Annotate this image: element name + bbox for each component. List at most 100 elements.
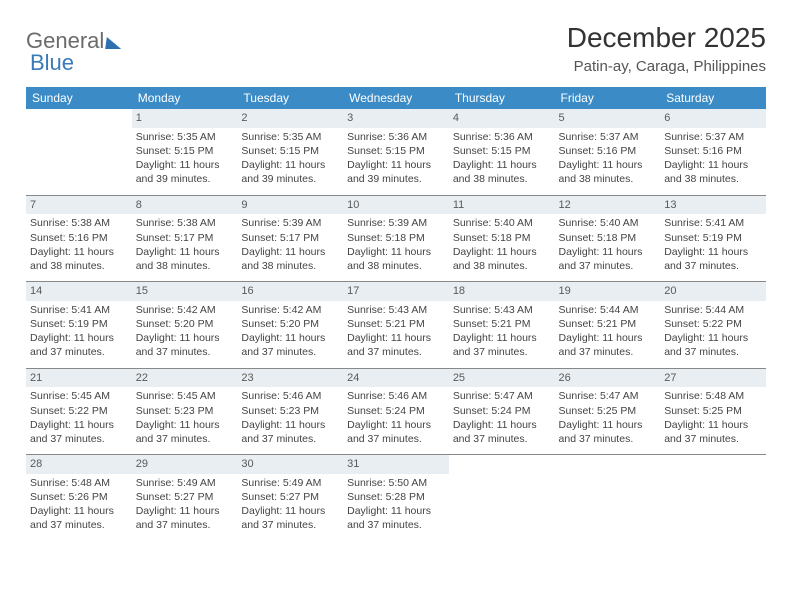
day-number: 9 xyxy=(237,196,343,215)
cell-d2: and 37 minutes. xyxy=(136,518,234,532)
cell-set: Sunset: 5:15 PM xyxy=(136,144,234,158)
cell-d2: and 37 minutes. xyxy=(347,345,445,359)
calendar-cell: 2Sunrise: 5:35 AMSunset: 5:15 PMDaylight… xyxy=(237,109,343,195)
calendar-cell: 12Sunrise: 5:40 AMSunset: 5:18 PMDayligh… xyxy=(555,195,661,282)
cell-set: Sunset: 5:23 PM xyxy=(241,404,339,418)
calendar-cell: 13Sunrise: 5:41 AMSunset: 5:19 PMDayligh… xyxy=(660,195,766,282)
day-number: 3 xyxy=(343,109,449,128)
day-number: 18 xyxy=(449,282,555,301)
day-number: 12 xyxy=(555,196,661,215)
calendar-cell: 27Sunrise: 5:48 AMSunset: 5:25 PMDayligh… xyxy=(660,368,766,455)
calendar-cell: 11Sunrise: 5:40 AMSunset: 5:18 PMDayligh… xyxy=(449,195,555,282)
calendar-row: 28Sunrise: 5:48 AMSunset: 5:26 PMDayligh… xyxy=(26,455,766,541)
calendar-cell: 19Sunrise: 5:44 AMSunset: 5:21 PMDayligh… xyxy=(555,282,661,369)
cell-set: Sunset: 5:18 PM xyxy=(559,231,657,245)
dayname-tue: Tuesday xyxy=(237,87,343,109)
calendar-row: 21Sunrise: 5:45 AMSunset: 5:22 PMDayligh… xyxy=(26,368,766,455)
page-subtitle: Patin-ay, Caraga, Philippines xyxy=(567,58,766,75)
cell-d2: and 39 minutes. xyxy=(347,172,445,186)
cell-rise: Sunrise: 5:37 AM xyxy=(664,130,762,144)
cell-d2: and 37 minutes. xyxy=(664,432,762,446)
cell-set: Sunset: 5:18 PM xyxy=(453,231,551,245)
day-number: 7 xyxy=(26,196,132,215)
cell-set: Sunset: 5:25 PM xyxy=(559,404,657,418)
cell-d2: and 37 minutes. xyxy=(347,432,445,446)
cell-d1: Daylight: 11 hours xyxy=(241,158,339,172)
day-number: 14 xyxy=(26,282,132,301)
day-number: 5 xyxy=(555,109,661,128)
day-number: 13 xyxy=(660,196,766,215)
cell-set: Sunset: 5:17 PM xyxy=(136,231,234,245)
day-number: 29 xyxy=(132,455,238,474)
cell-d1: Daylight: 11 hours xyxy=(136,331,234,345)
day-number: 27 xyxy=(660,369,766,388)
cell-d2: and 37 minutes. xyxy=(136,432,234,446)
cell-d1: Daylight: 11 hours xyxy=(136,158,234,172)
cell-d2: and 37 minutes. xyxy=(30,432,128,446)
cell-rise: Sunrise: 5:40 AM xyxy=(453,216,551,230)
calendar-cell: 9Sunrise: 5:39 AMSunset: 5:17 PMDaylight… xyxy=(237,195,343,282)
cell-set: Sunset: 5:16 PM xyxy=(30,231,128,245)
calendar-table: Sunday Monday Tuesday Wednesday Thursday… xyxy=(26,87,766,541)
cell-d2: and 37 minutes. xyxy=(30,345,128,359)
cell-rise: Sunrise: 5:42 AM xyxy=(241,303,339,317)
day-number: 24 xyxy=(343,369,449,388)
calendar-cell: 30Sunrise: 5:49 AMSunset: 5:27 PMDayligh… xyxy=(237,455,343,541)
cell-set: Sunset: 5:27 PM xyxy=(241,490,339,504)
calendar-cell: 5Sunrise: 5:37 AMSunset: 5:16 PMDaylight… xyxy=(555,109,661,195)
cell-rise: Sunrise: 5:36 AM xyxy=(453,130,551,144)
cell-rise: Sunrise: 5:50 AM xyxy=(347,476,445,490)
cell-d2: and 38 minutes. xyxy=(136,259,234,273)
day-number: 23 xyxy=(237,369,343,388)
cell-d2: and 37 minutes. xyxy=(241,432,339,446)
cell-d1: Daylight: 11 hours xyxy=(664,158,762,172)
cell-set: Sunset: 5:21 PM xyxy=(559,317,657,331)
cell-d1: Daylight: 11 hours xyxy=(347,331,445,345)
cell-rise: Sunrise: 5:36 AM xyxy=(347,130,445,144)
dayname-fri: Friday xyxy=(555,87,661,109)
cell-rise: Sunrise: 5:48 AM xyxy=(664,389,762,403)
cell-set: Sunset: 5:22 PM xyxy=(664,317,762,331)
day-number: 1 xyxy=(132,109,238,128)
cell-rise: Sunrise: 5:48 AM xyxy=(30,476,128,490)
cell-rise: Sunrise: 5:49 AM xyxy=(241,476,339,490)
cell-set: Sunset: 5:19 PM xyxy=(30,317,128,331)
page-header: General December 2025 Patin-ay, Caraga, … xyxy=(26,22,766,75)
calendar-cell: 21Sunrise: 5:45 AMSunset: 5:22 PMDayligh… xyxy=(26,368,132,455)
cell-rise: Sunrise: 5:46 AM xyxy=(347,389,445,403)
cell-d1: Daylight: 11 hours xyxy=(136,418,234,432)
calendar-cell xyxy=(449,455,555,541)
calendar-cell: 29Sunrise: 5:49 AMSunset: 5:27 PMDayligh… xyxy=(132,455,238,541)
cell-d2: and 37 minutes. xyxy=(136,345,234,359)
day-number: 28 xyxy=(26,455,132,474)
day-number: 30 xyxy=(237,455,343,474)
dayname-sat: Saturday xyxy=(660,87,766,109)
logo-triangle-icon xyxy=(105,37,123,49)
cell-d2: and 37 minutes. xyxy=(241,518,339,532)
cell-set: Sunset: 5:15 PM xyxy=(453,144,551,158)
cell-set: Sunset: 5:28 PM xyxy=(347,490,445,504)
cell-d1: Daylight: 11 hours xyxy=(136,504,234,518)
day-number: 16 xyxy=(237,282,343,301)
cell-rise: Sunrise: 5:42 AM xyxy=(136,303,234,317)
cell-rise: Sunrise: 5:46 AM xyxy=(241,389,339,403)
cell-set: Sunset: 5:21 PM xyxy=(347,317,445,331)
cell-rise: Sunrise: 5:47 AM xyxy=(559,389,657,403)
cell-d1: Daylight: 11 hours xyxy=(559,245,657,259)
calendar-cell: 26Sunrise: 5:47 AMSunset: 5:25 PMDayligh… xyxy=(555,368,661,455)
cell-d2: and 38 minutes. xyxy=(664,172,762,186)
cell-d1: Daylight: 11 hours xyxy=(559,418,657,432)
calendar-cell: 23Sunrise: 5:46 AMSunset: 5:23 PMDayligh… xyxy=(237,368,343,455)
cell-d1: Daylight: 11 hours xyxy=(347,504,445,518)
page-title: December 2025 xyxy=(567,22,766,54)
cell-d2: and 38 minutes. xyxy=(453,259,551,273)
cell-d1: Daylight: 11 hours xyxy=(30,245,128,259)
day-number: 25 xyxy=(449,369,555,388)
calendar-cell: 4Sunrise: 5:36 AMSunset: 5:15 PMDaylight… xyxy=(449,109,555,195)
calendar-cell: 20Sunrise: 5:44 AMSunset: 5:22 PMDayligh… xyxy=(660,282,766,369)
cell-set: Sunset: 5:27 PM xyxy=(136,490,234,504)
cell-rise: Sunrise: 5:35 AM xyxy=(241,130,339,144)
day-number: 17 xyxy=(343,282,449,301)
cell-d2: and 38 minutes. xyxy=(30,259,128,273)
cell-rise: Sunrise: 5:39 AM xyxy=(241,216,339,230)
